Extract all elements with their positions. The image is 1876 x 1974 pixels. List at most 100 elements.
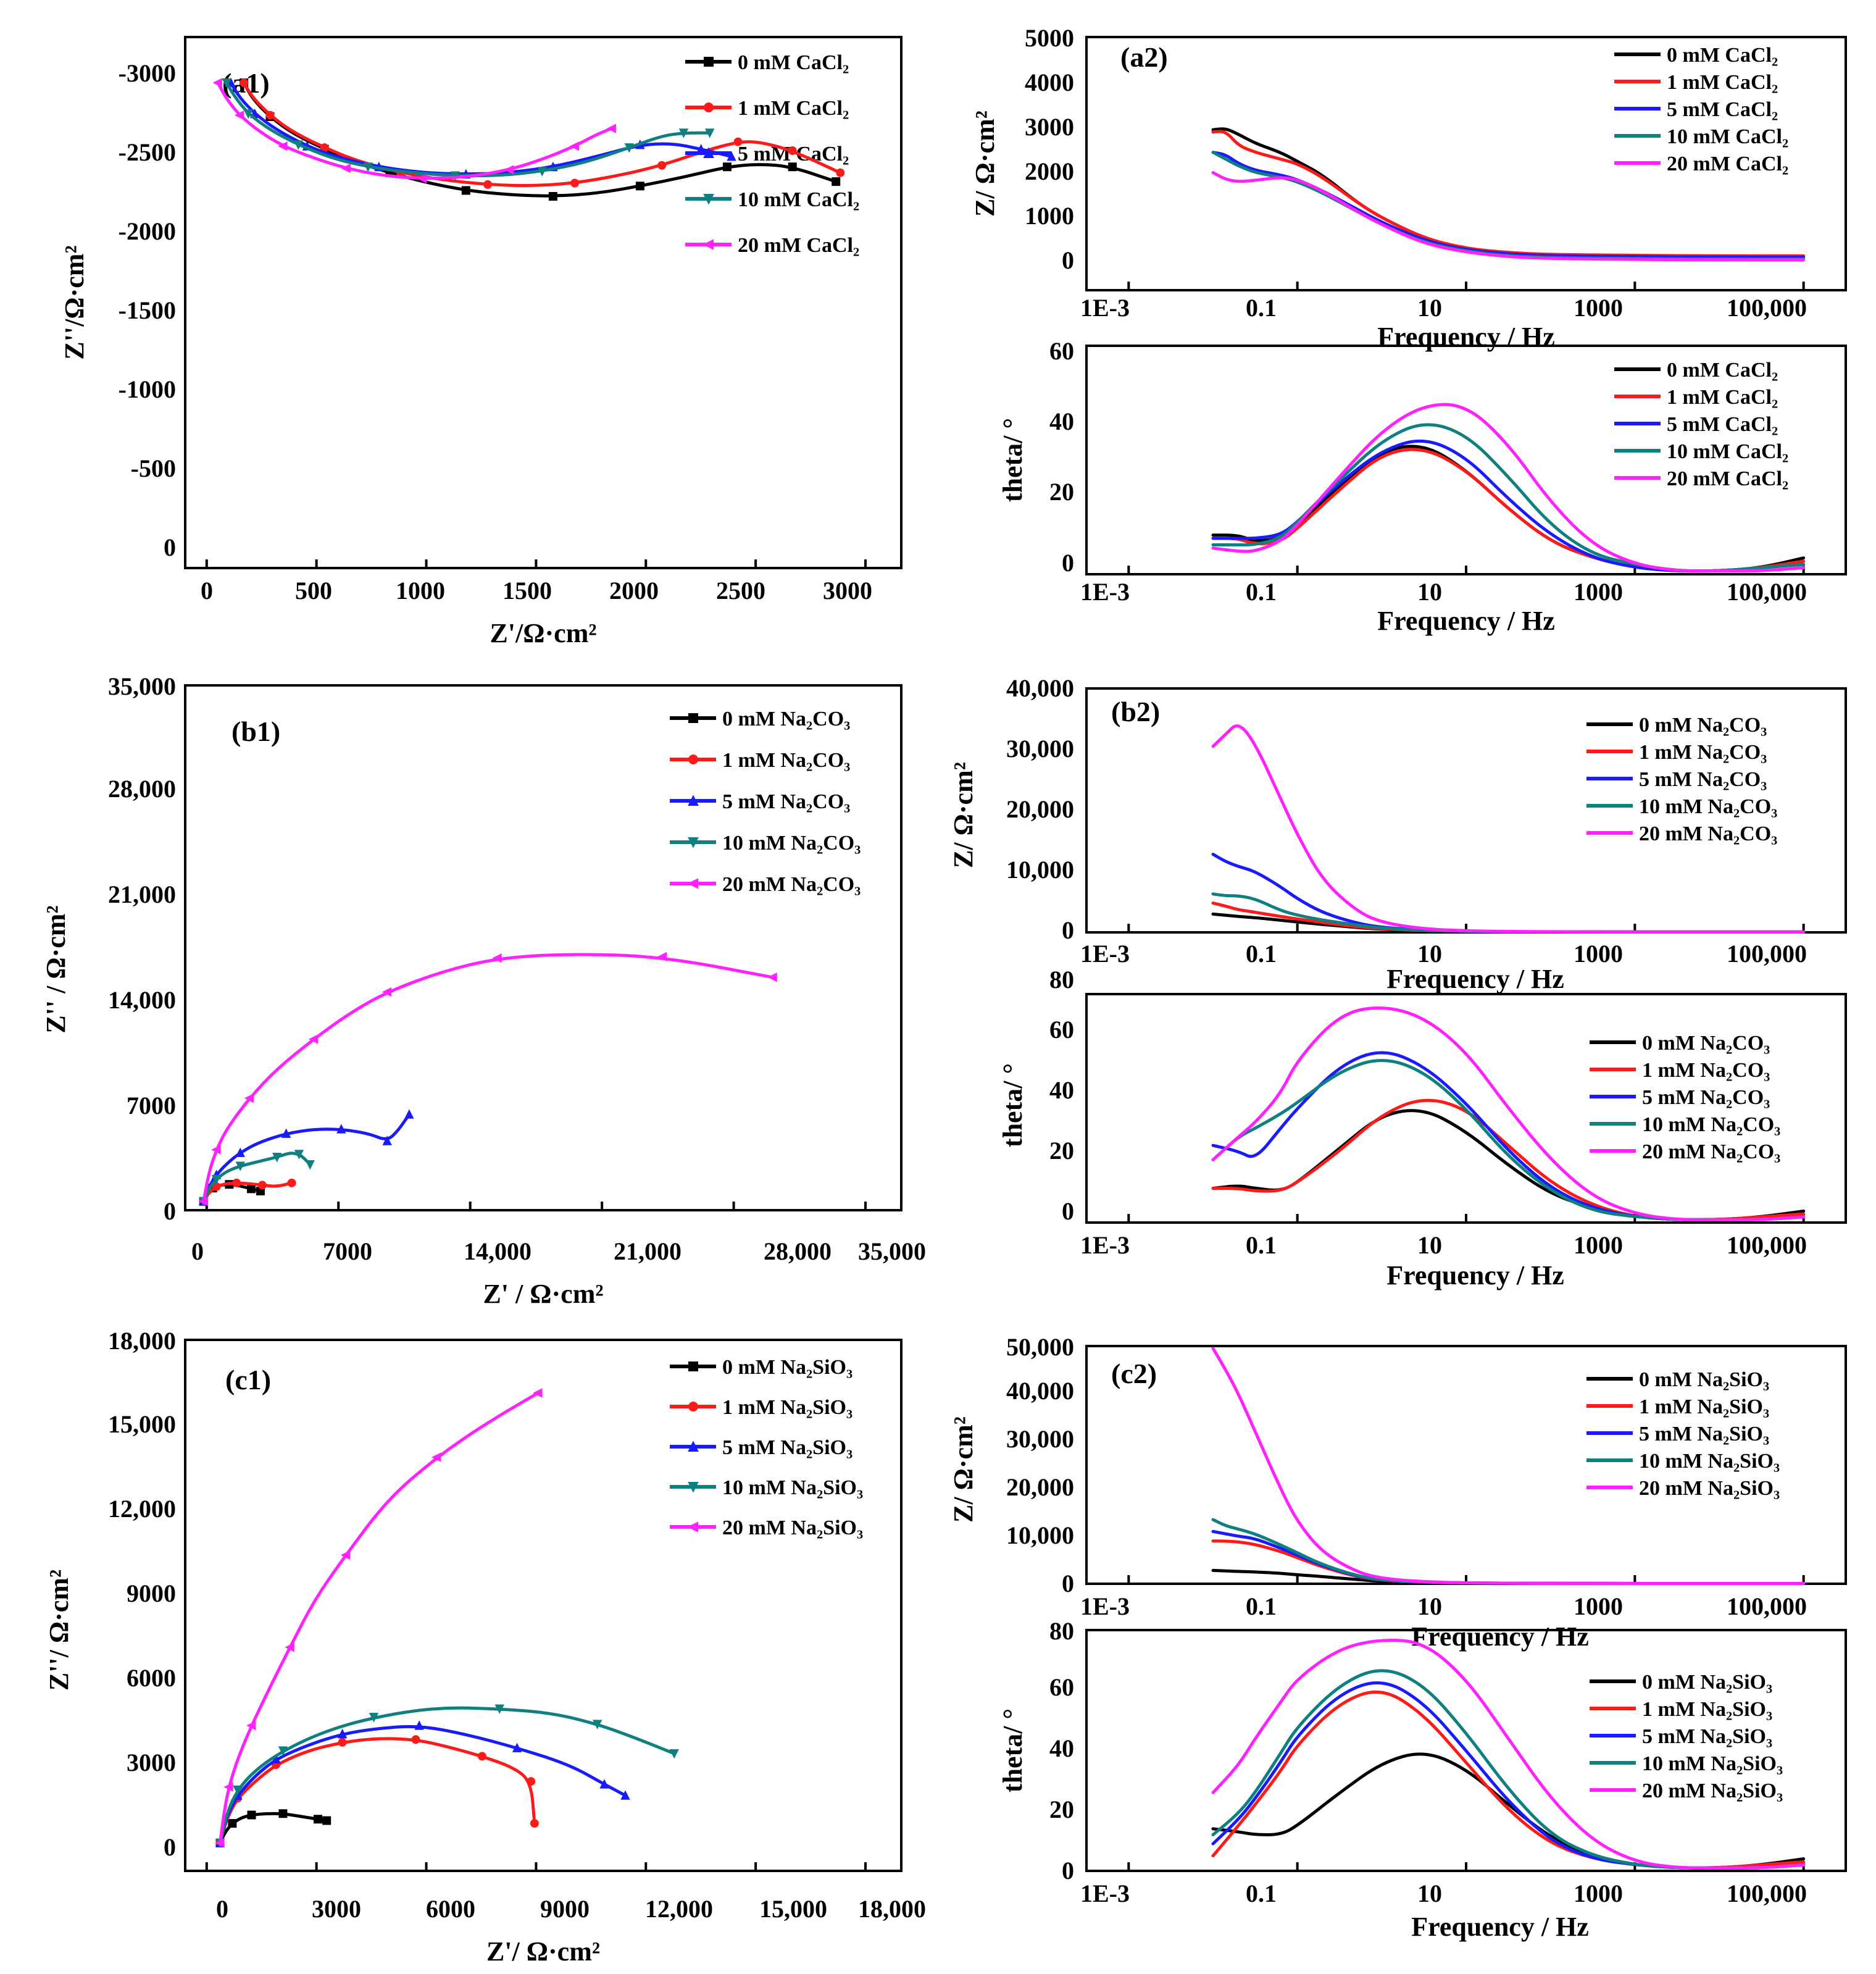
data-point-b1-2-10 (382, 1135, 392, 1145)
x-tick-a1-3: 1500 (502, 577, 552, 604)
legend-b1-1: 1 mM Na₂CO₃ (722, 749, 850, 772)
x-tick-b2b-2: 10 (1417, 1231, 1442, 1259)
y-tick-labels-b2-top: 0 10,000 20,000 30,000 40,000 (1006, 674, 1074, 944)
x-tick-b2b-0: 1E-3 (1080, 1231, 1130, 1259)
x-tick-a2t-1: 0.1 (1246, 294, 1277, 322)
data-point-a1-3-12 (624, 143, 634, 153)
data-point-c1-3-10 (593, 1720, 602, 1729)
y-tick-labels-c1: 0 3000 6000 9000 12,000 15,000 18,000 (108, 1327, 176, 1861)
data-point-a1-0-8 (461, 186, 470, 195)
legend-a2t-1: 1 mM CaCl₂ (1667, 71, 1778, 94)
x-axis-title-b2-bottom: Frequency / Hz (1386, 1260, 1564, 1290)
x-tick-b2b-4: 100,000 (1727, 1231, 1807, 1259)
y-tick-c2t-0: 0 (1062, 1570, 1074, 1597)
legend-marker-a1-1 (704, 102, 714, 112)
x-tick-b2b-3: 1000 (1574, 1231, 1623, 1259)
y-tick-a2t-1: 1000 (1025, 202, 1074, 230)
panel-c2-bottom: Frequency / Hz theta/ ° 1E-3 0.1 10 1000… (998, 1617, 1847, 1942)
data-point-b1-4-2 (211, 1145, 221, 1155)
series-group-c2-top (1127, 1347, 1806, 1586)
x-tick-b2t-4: 100,000 (1727, 940, 1807, 968)
data-point-c1-4-4 (246, 1720, 256, 1731)
x-tick-a2t-0: 1E-3 (1080, 294, 1130, 322)
legend-c1: 0 mM Na₂SiO₃ 1 mM Na₂SiO₃ 5 mM Na₂SiO₃ 1… (722, 1356, 863, 1539)
y-tick-c1-5: 15,000 (108, 1410, 176, 1438)
legend-c1-4: 20 mM Na₂SiO₃ (722, 1516, 863, 1539)
data-point-a1-4-6 (341, 163, 351, 174)
x-tick-a2b-4: 100,000 (1727, 578, 1807, 606)
y-axis-title-c2-bottom: theta/ ° (998, 1708, 1028, 1792)
x-axis-title-b2-top: Frequency / Hz (1386, 964, 1564, 994)
x-tick-c1-2: 6000 (426, 1895, 475, 1923)
series-line-a1-2 (229, 81, 733, 176)
x-tick-c2t-1: 0.1 (1246, 1592, 1277, 1620)
y-axis-title-c2-top: Z/ Ω·cm² (948, 1416, 978, 1523)
panel-b2-bottom: Frequency / Hz theta/ ° 1E-3 0.1 10 1000… (998, 966, 1847, 1290)
y-tick-b2t-3: 30,000 (1006, 735, 1074, 763)
y-tick-labels-a1: 0 -500 -1000 -1500 -2000 -2500 -3000 (119, 59, 176, 561)
y-axis-title-a2-bottom: theta/ ° (998, 418, 1028, 502)
x-tick-c2b-0: 1E-3 (1080, 1880, 1130, 1907)
data-point-b1-4-10 (492, 953, 502, 963)
x-tick-a1-0: 0 (201, 577, 213, 604)
legend-c2t-1: 1 mM Na₂SiO₃ (1639, 1395, 1769, 1418)
y-tick-a1-0: 0 (164, 533, 176, 561)
x-tick-a1-4: 2000 (609, 577, 659, 604)
x-tick-b2t-1: 0.1 (1246, 940, 1277, 968)
data-point-a1-1-0 (240, 78, 249, 88)
legend-c2t-4: 20 mM Na₂SiO₃ (1639, 1477, 1780, 1500)
x-tick-b1-0: 0 (191, 1237, 204, 1265)
legend-c1-0: 0 mM Na₂SiO₃ (722, 1356, 853, 1379)
data-point-a1-4-12 (569, 141, 580, 151)
x-tick-c1-1: 3000 (312, 1895, 361, 1923)
series-line-b2-bottom-4 (1211, 1006, 1806, 1221)
x-tick-c2b-1: 0.1 (1246, 1880, 1277, 1907)
data-point-a1-0-17 (832, 177, 841, 186)
y-tick-c1-1: 3000 (127, 1749, 176, 1776)
series-line-c1-1 (219, 1737, 536, 1845)
legend-marker-a1-4 (702, 239, 714, 250)
legend-a2-top: 0 mM CaCl₂ 1 mM CaCl₂ 5 mM CaCl₂ 10 mM C… (1667, 44, 1788, 175)
legend-a2t-0: 0 mM CaCl₂ (1667, 44, 1778, 67)
panel-label-c1: (c1) (225, 1364, 271, 1395)
data-point-a1-1-14 (733, 137, 743, 146)
legend-a1-0: 0 mM CaCl₂ (738, 51, 849, 74)
data-point-a1-4-4 (278, 141, 288, 151)
y-tick-b2t-4: 40,000 (1006, 674, 1074, 702)
legend-b2t-0: 0 mM Na₂CO₃ (1639, 714, 1767, 737)
y-tick-a1-6: -3000 (119, 59, 176, 87)
legend-c2t-0: 0 mM Na₂SiO₃ (1639, 1368, 1769, 1391)
x-tick-labels-b2-bottom: 1E-3 0.1 10 1000 100,000 (1080, 1231, 1807, 1259)
y-tick-b2b-3: 60 (1049, 1016, 1074, 1043)
legend-b2b-0: 0 mM Na₂CO₃ (1642, 1032, 1770, 1055)
y-axis-title-c1: Z''/ Ω·cm² (44, 1570, 74, 1691)
panel-b2-top: (b2) Frequency / Hz Z/ Ω·cm² 1E-3 0.1 10… (948, 674, 1847, 994)
legend-c2b-4: 20 mM Na₂SiO₃ (1642, 1780, 1783, 1802)
y-tick-labels-b1: 0 7000 14,000 21,000 28,000 35,000 (108, 672, 176, 1225)
y-tick-labels-c2-top: 0 10,000 20,000 30,000 40,000 50,000 (1006, 1333, 1074, 1597)
x-tick-a2b-1: 0.1 (1246, 578, 1277, 606)
data-point-c1-3-6 (369, 1713, 379, 1723)
legend-b1: 0 mM Na₂CO₃ 1 mM Na₂CO₃ 5 mM Na₂CO₃ 10 m… (722, 708, 861, 896)
data-point-b1-1-6 (257, 1181, 267, 1190)
data-point-c1-0-9 (322, 1816, 331, 1825)
data-point-a1-4-14 (606, 123, 617, 133)
series-line-a2-top-4 (1211, 171, 1806, 262)
data-point-a1-2-15 (727, 151, 736, 161)
legend-c2t-3: 10 mM Na₂SiO₃ (1639, 1450, 1780, 1473)
series-line-c1-0 (219, 1812, 328, 1845)
data-point-c1-0-2 (228, 1819, 237, 1828)
panel-label-c2: (c2) (1111, 1358, 1157, 1389)
series-group-b1 (198, 713, 867, 1210)
legend-marker-b1-2 (688, 795, 699, 806)
y-tick-a2t-5: 5000 (1025, 24, 1074, 52)
y-axis-title-b2-top: Z/ Ω·cm² (948, 762, 978, 868)
data-point-b1-2-4 (235, 1147, 245, 1157)
data-point-c1-3-8 (494, 1704, 504, 1714)
x-tick-c1-0: 0 (216, 1895, 228, 1923)
y-tick-b2b-0: 0 (1062, 1197, 1074, 1225)
x-axis-title-a2-top: Frequency / Hz (1377, 322, 1555, 352)
x-tick-b2t-3: 1000 (1574, 940, 1623, 968)
data-point-a1-0-10 (548, 192, 557, 201)
